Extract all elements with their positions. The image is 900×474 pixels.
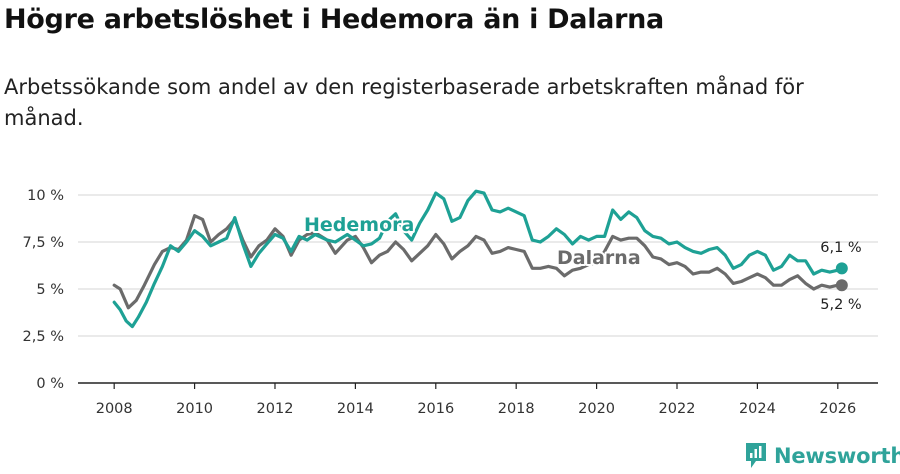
y-tick-label: 10 % — [27, 188, 64, 204]
y-tick-label: 7,5 % — [23, 235, 64, 251]
x-tick-label: 2022 — [659, 401, 696, 417]
series-labels: Hedemora Dalarna 6,1 % 5,2 % — [302, 212, 862, 313]
series-lines — [112, 189, 848, 329]
chart-subtitle: Arbetssökande som andel av den registerb… — [4, 75, 804, 130]
x-tick-label: 2018 — [498, 401, 535, 417]
y-tick-label: 5 % — [36, 282, 64, 298]
dalarna-end-point — [835, 279, 848, 292]
x-axis: 2008 2010 2012 2014 2016 2018 2020 2022 2024 2026 — [78, 382, 878, 417]
x-tick-label: 2012 — [257, 401, 294, 417]
hedemora-line — [112, 189, 844, 329]
x-tick-label: 2026 — [819, 401, 856, 417]
x-tick-label: 2008 — [96, 401, 133, 417]
y-tick-label: 2,5 % — [23, 329, 64, 345]
brand[interactable]: Newsworthy — [744, 442, 900, 470]
y-tick-label: 0 % — [36, 376, 64, 392]
hedemora-end-point — [835, 262, 848, 275]
dalarna-line — [112, 214, 844, 310]
x-tick-label: 2020 — [578, 401, 615, 417]
x-tick-label: 2024 — [739, 401, 776, 417]
x-tick-label: 2016 — [417, 401, 454, 417]
dalarna-end-value-label: 5,2 % — [820, 297, 861, 313]
hedemora-end-value-label: 6,1 % — [820, 240, 861, 256]
newsworthy-logo-icon — [746, 443, 766, 468]
hedemora-series-label: Hedemora — [304, 214, 414, 236]
x-tick-label: 2010 — [176, 401, 213, 417]
chart-title: Högre arbetslöshet i Hedemora än i Dalar… — [4, 4, 664, 35]
y-axis-tick-labels: 0 % 2,5 % 5 % 7,5 % 10 % — [23, 188, 64, 392]
x-tick-label: 2014 — [337, 401, 374, 417]
dalarna-series-label: Dalarna — [557, 247, 641, 269]
brand-name: Newsworthy — [774, 444, 900, 468]
